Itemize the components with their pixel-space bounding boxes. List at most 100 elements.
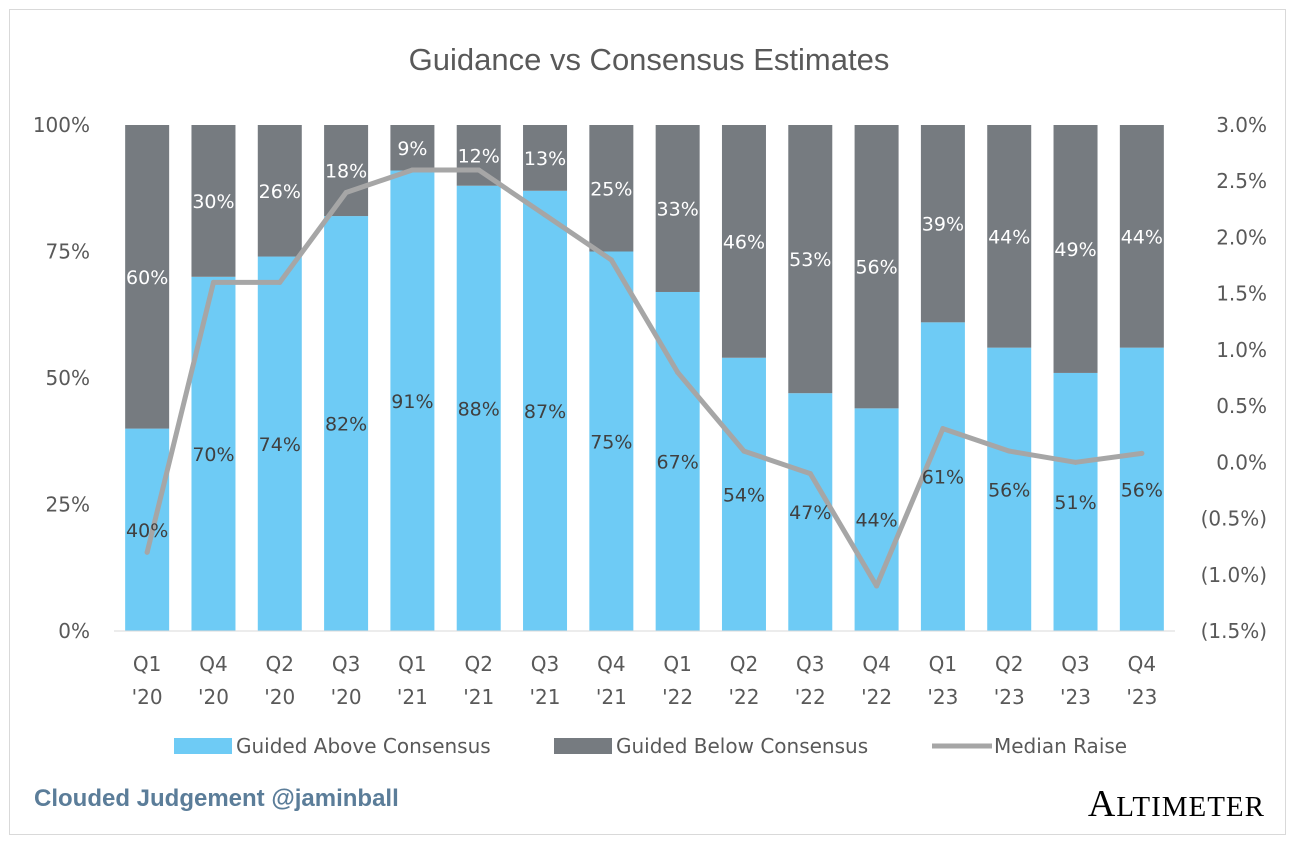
data-label-guided-below: 46% <box>723 231 765 253</box>
median-raise-point <box>277 279 283 285</box>
median-raise-point <box>940 426 946 432</box>
data-label-guided-below: 30% <box>192 191 234 213</box>
x-tick-label-quarter: Q3 <box>796 652 824 676</box>
bar-guided-above <box>456 185 501 631</box>
left-axis-tick-label: 75% <box>46 240 90 264</box>
left-axis-tick-label: 25% <box>46 493 90 517</box>
median-raise-point <box>144 549 150 555</box>
median-raise-point <box>1006 448 1012 454</box>
median-raise-line <box>144 167 1145 589</box>
data-label-guided-below: 33% <box>657 198 699 220</box>
data-label-guided-above: 56% <box>988 479 1030 501</box>
right-axis-tick-label: 1.5% <box>1216 282 1267 306</box>
bar-guided-below <box>788 125 833 394</box>
bar-guided-below <box>854 125 899 409</box>
median-raise-point <box>874 583 880 589</box>
data-label-guided-below: 13% <box>524 148 566 170</box>
x-tick-label-quarter: Q1 <box>398 652 426 676</box>
data-label-guided-above: 88% <box>458 398 500 420</box>
median-raise-point <box>343 189 349 195</box>
left-axis-tick-label: 50% <box>46 366 90 390</box>
x-tick-label-quarter: Q3 <box>1061 652 1089 676</box>
bar-guided-above <box>589 251 634 631</box>
bar-guided-above <box>987 347 1032 631</box>
x-axis-ticks: Q1 '20 Q4 '20 Q2 '20 Q3 '20 Q1 '21 Q2 '21 Q3 '21 Q4 '21… <box>132 652 1158 709</box>
right-axis-tick-label: (1.0%) <box>1201 563 1267 587</box>
bar-guided-below <box>257 125 302 257</box>
x-tick-label-quarter: Q3 <box>531 652 559 676</box>
x-tick-label-year: '20 <box>132 685 163 709</box>
median-raise-point <box>807 471 813 477</box>
right-axis-tick-label: 1.0% <box>1216 338 1267 362</box>
left-axis-tick-label: 0% <box>58 619 90 643</box>
data-label-guided-below: 60% <box>126 267 168 289</box>
median-raise-point <box>741 448 747 454</box>
x-tick-label-year: '22 <box>662 685 693 709</box>
x-tick-label-year: '21 <box>397 685 428 709</box>
x-tick-label-quarter: Q4 <box>1128 652 1156 676</box>
legend: Guided Above Consensus Guided Below Conse… <box>174 734 1127 758</box>
x-tick-label-year: '23 <box>994 685 1025 709</box>
median-raise-point <box>542 212 548 218</box>
right-axis-tick-label: 0.0% <box>1216 450 1267 474</box>
x-tick-label-quarter: Q2 <box>266 652 294 676</box>
x-tick-label-quarter: Q2 <box>730 652 758 676</box>
x-tick-label-quarter: Q1 <box>663 652 691 676</box>
data-label-guided-below: 39% <box>922 214 964 236</box>
x-tick-label-quarter: Q2 <box>995 652 1023 676</box>
data-label-guided-above: 44% <box>855 510 897 532</box>
bar-guided-below <box>1053 125 1098 373</box>
data-label-guided-above: 74% <box>259 434 301 456</box>
bar-guided-below <box>191 125 236 277</box>
legend-label: Median Raise <box>994 734 1127 758</box>
left-axis-tick-label: 100% <box>33 113 90 137</box>
bar-guided-below <box>987 125 1032 348</box>
x-tick-label-quarter: Q4 <box>199 652 227 676</box>
data-label-guided-above: 51% <box>1054 492 1096 514</box>
right-axis-tick-label: (1.5%) <box>1201 619 1267 643</box>
bar-guided-above <box>390 170 435 632</box>
x-tick-label-year: '22 <box>795 685 826 709</box>
legend-swatch <box>554 738 612 754</box>
data-label-guided-above: 67% <box>657 451 699 473</box>
bar-guided-below <box>920 125 965 323</box>
data-label-guided-above: 70% <box>192 444 234 466</box>
x-tick-label-year: '22 <box>728 685 759 709</box>
bar-guided-below <box>324 125 369 217</box>
bar-guided-above <box>125 428 170 631</box>
data-label-guided-above: 61% <box>922 467 964 489</box>
bar-guided-above <box>324 216 369 631</box>
footer-left-text: Clouded Judgement @jaminball <box>34 785 399 812</box>
median-raise-point <box>675 369 681 375</box>
x-tick-label-year: '23 <box>1060 685 1091 709</box>
legend-label: Guided Above Consensus <box>236 734 491 758</box>
bar-guided-above <box>257 256 302 631</box>
x-tick-label-quarter: Q4 <box>862 652 890 676</box>
bar-guided-below <box>456 125 501 186</box>
x-tick-label-quarter: Q1 <box>133 652 161 676</box>
x-tick-label-quarter: Q3 <box>332 652 360 676</box>
median-raise-point <box>1073 459 1079 465</box>
x-tick-label-year: '21 <box>463 685 494 709</box>
bar-guided-above <box>1053 372 1098 631</box>
data-label-guided-above: 82% <box>325 414 367 436</box>
data-label-guided-above: 54% <box>723 484 765 506</box>
bar-guided-above <box>854 408 899 631</box>
right-axis-tick-label: 2.5% <box>1216 169 1267 193</box>
data-label-guided-below: 18% <box>325 161 367 183</box>
bar-guided-below <box>390 125 435 171</box>
data-label-guided-below: 44% <box>988 226 1030 248</box>
chart-title: Guidance vs Consensus Estimates <box>409 42 890 77</box>
x-tick-label-year: '21 <box>530 685 561 709</box>
data-label-guided-above: 87% <box>524 401 566 423</box>
data-label-guided-below: 44% <box>1121 226 1163 248</box>
data-label-guided-below: 49% <box>1054 239 1096 261</box>
median-raise-polyline <box>144 167 1145 589</box>
data-label-guided-below: 12% <box>458 145 500 167</box>
x-tick-label-year: '23 <box>1126 685 1157 709</box>
median-raise-point <box>210 279 216 285</box>
bar-guided-below <box>1119 125 1164 348</box>
right-axis-tick-label: 0.5% <box>1216 394 1267 418</box>
bar-guided-above <box>523 190 568 631</box>
bar-guided-below <box>655 125 700 292</box>
